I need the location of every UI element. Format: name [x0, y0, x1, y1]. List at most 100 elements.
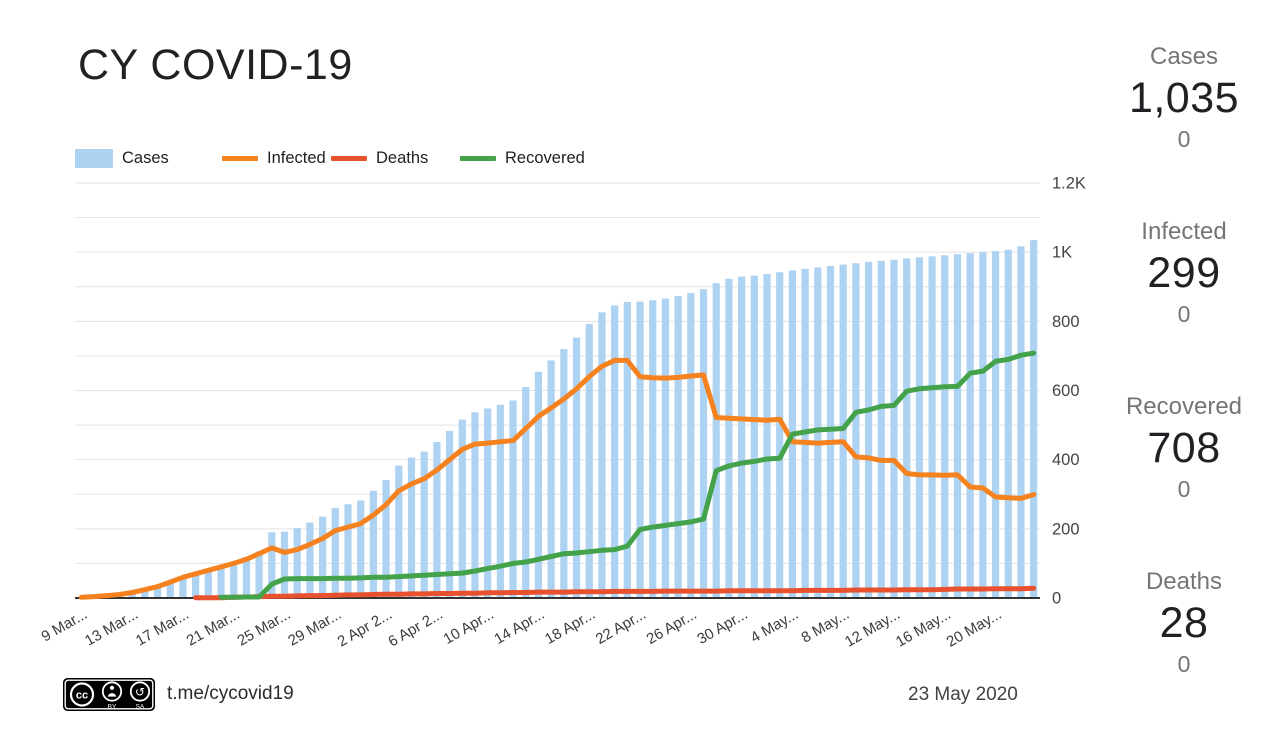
- stat-cases-value: 1,035: [1128, 74, 1240, 122]
- x-tick-label: 21 Mar...: [184, 606, 243, 650]
- cases-bar[interactable]: [433, 442, 441, 598]
- x-tick-label: 25 Mar...: [234, 606, 293, 650]
- cases-bar[interactable]: [585, 324, 593, 598]
- cases-bar[interactable]: [941, 255, 949, 598]
- legend-item-infected: Infected: [222, 147, 326, 169]
- recovered-line[interactable]: [218, 350, 1037, 600]
- cases-bar[interactable]: [230, 562, 238, 598]
- cases-bar[interactable]: [547, 360, 555, 598]
- cases-bar[interactable]: [357, 500, 365, 598]
- cases-bar[interactable]: [953, 254, 962, 598]
- chart-legend: Cases Infected Deaths Recovered: [0, 147, 1100, 171]
- cases-bar[interactable]: [255, 551, 263, 598]
- cases-bar[interactable]: [420, 451, 428, 598]
- cases-bar[interactable]: [280, 531, 289, 598]
- cases-bar[interactable]: [623, 301, 631, 598]
- cases-bar[interactable]: [826, 266, 835, 598]
- deaths-line[interactable]: [193, 585, 1037, 601]
- cases-bar[interactable]: [852, 263, 860, 598]
- x-tick-label: 4 May...: [748, 606, 802, 647]
- stat-infected: Infected 299 0: [1102, 217, 1266, 329]
- cases-bar[interactable]: [522, 387, 530, 598]
- legend-label: Infected: [267, 148, 326, 167]
- cases-bar[interactable]: [966, 253, 974, 598]
- cases-swatch-icon: [75, 148, 113, 168]
- infected-line[interactable]: [78, 357, 1037, 600]
- svg-text:SA: SA: [136, 704, 145, 711]
- cases-bar[interactable]: [369, 490, 377, 598]
- cases-bar[interactable]: [407, 457, 416, 598]
- cases-bar[interactable]: [331, 508, 339, 598]
- cases-bar[interactable]: [750, 275, 758, 598]
- cases-bar[interactable]: [814, 267, 822, 598]
- cases-bar[interactable]: [763, 273, 771, 598]
- cases-bar[interactable]: [534, 371, 543, 598]
- cases-bar[interactable]: [699, 289, 708, 598]
- stat-deaths-value: 28: [1159, 599, 1209, 647]
- cases-bar[interactable]: [725, 278, 733, 598]
- cases-bar[interactable]: [712, 283, 720, 598]
- cases-bar[interactable]: [344, 504, 352, 598]
- cases-bar[interactable]: [877, 260, 885, 598]
- cases-bar[interactable]: [445, 430, 454, 598]
- cases-bar[interactable]: [141, 589, 149, 598]
- cases-bar[interactable]: [1017, 246, 1025, 598]
- cases-bar[interactable]: [306, 522, 314, 598]
- cases-bar[interactable]: [166, 582, 174, 598]
- report-date: 23 May 2020: [908, 684, 1018, 705]
- cases-bar[interactable]: [293, 528, 301, 598]
- cases-bar[interactable]: [979, 252, 987, 598]
- cases-bar[interactable]: [738, 276, 746, 598]
- cases-bar[interactable]: [153, 586, 162, 598]
- cases-bar[interactable]: [649, 300, 657, 598]
- cases-bar[interactable]: [1030, 240, 1038, 598]
- cases-bar[interactable]: [636, 301, 644, 598]
- stat-deaths-label: Deaths: [1145, 568, 1223, 595]
- cases-bar[interactable]: [1004, 249, 1012, 598]
- stat-cases: Cases 1,035 0: [1102, 42, 1266, 154]
- infected-swatch-icon: [222, 155, 258, 161]
- cases-bar[interactable]: [661, 298, 670, 598]
- cases-bar[interactable]: [268, 532, 276, 598]
- cases-bar[interactable]: [611, 305, 619, 598]
- cc-by-sa-license-badge[interactable]: cc BY ↺ SA: [63, 678, 155, 711]
- cases-bar[interactable]: [674, 296, 682, 598]
- cases-bar[interactable]: [928, 256, 936, 598]
- cases-bar[interactable]: [598, 312, 606, 598]
- cases-bar[interactable]: [382, 480, 390, 598]
- cases-bar[interactable]: [687, 292, 695, 598]
- cases-bar[interactable]: [192, 573, 200, 598]
- cases-bar[interactable]: [915, 257, 923, 598]
- legend-label: Deaths: [376, 148, 429, 167]
- x-tick-label: 22 Apr...: [593, 606, 649, 648]
- cases-bar[interactable]: [318, 516, 327, 598]
- cases-bar[interactable]: [572, 337, 581, 598]
- cases-bar[interactable]: [395, 465, 403, 598]
- cases-bar[interactable]: [560, 349, 568, 598]
- svg-text:cc: cc: [76, 690, 88, 702]
- cases-bar[interactable]: [458, 419, 466, 598]
- x-tick-label: 30 Apr...: [694, 606, 750, 648]
- cases-bar[interactable]: [204, 569, 212, 598]
- cases-bar[interactable]: [864, 261, 873, 598]
- cases-bar[interactable]: [903, 258, 911, 598]
- cases-bar[interactable]: [890, 259, 898, 598]
- cases-bar[interactable]: [179, 577, 187, 598]
- x-tick-label: 9 Mar...: [38, 606, 90, 646]
- x-tick-label: 18 Apr...: [542, 606, 598, 648]
- telegram-link[interactable]: t.me/cycovid19: [167, 683, 294, 704]
- cases-bar[interactable]: [839, 264, 847, 598]
- cases-bar[interactable]: [471, 412, 479, 598]
- cases-bar[interactable]: [991, 251, 1000, 599]
- cases-bar[interactable]: [496, 404, 504, 598]
- cases-bar[interactable]: [217, 565, 225, 598]
- cases-bar[interactable]: [242, 557, 251, 598]
- legend-item-recovered: Recovered: [460, 147, 585, 169]
- cases-bar[interactable]: [776, 272, 784, 598]
- cases-bar[interactable]: [128, 592, 136, 598]
- cases-bar[interactable]: [484, 408, 492, 598]
- cases-bar[interactable]: [509, 400, 517, 598]
- y-tick-label: 400: [1052, 451, 1080, 469]
- stat-deaths: Deaths 28 0: [1102, 567, 1266, 679]
